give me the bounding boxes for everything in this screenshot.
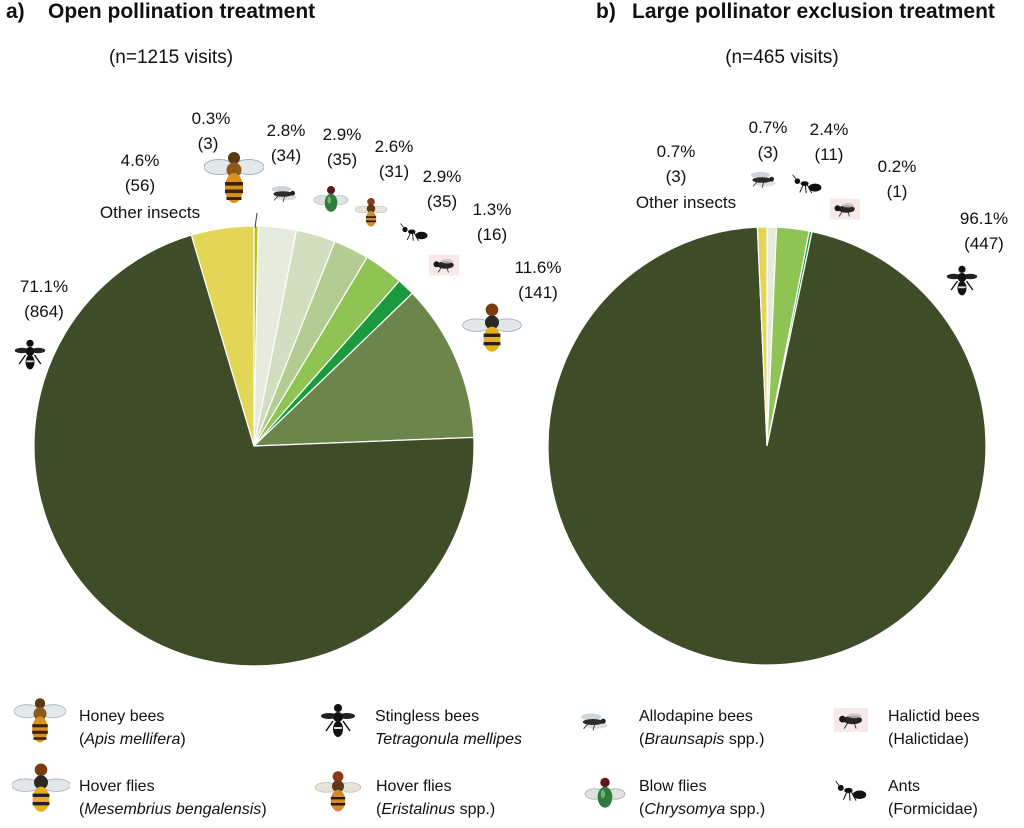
data-label-halictid-count-b: (1) (887, 182, 908, 201)
data-label-stingless-count-b: (447) (964, 234, 1004, 253)
panel-a-n-visits: (n=1215 visits) (109, 47, 233, 68)
legend-label: Stingless bees (375, 708, 479, 725)
data-label-other-insects: Other insects (100, 203, 200, 222)
allodapine-bee-icon (271, 185, 298, 203)
data-label-blow-flies-count: (35) (327, 150, 357, 169)
data-label-ants-count-b: (11) (815, 145, 844, 164)
pie-slice-hover-flies-mesembrius-bengalensis (252, 292, 475, 447)
data-label-stingless-count: (864) (24, 302, 64, 321)
legend-item-blow-flies: Blow flies (Chrysomya spp.) (584, 777, 765, 818)
data-label-allodapine-count: (34) (271, 146, 301, 165)
hover-fly-mesembrius-icon (462, 302, 522, 353)
legend-ant-icon (835, 780, 867, 802)
pie-chart-open-pollination (33, 225, 475, 667)
honey-bee-icon (204, 151, 264, 204)
panel-b-letter: b) (596, 0, 616, 23)
legend-sci-name: (Braunsapis spp.) (639, 731, 764, 748)
data-label-stingless-pct-b: 96.1% (960, 209, 1008, 228)
ant-icon-b (791, 174, 823, 194)
panel-b-title: Large pollinator exclusion treatment (632, 0, 995, 23)
data-label-halictid-pct: 1.3% (473, 200, 512, 219)
legend-label: Blow flies (639, 778, 707, 795)
legend-label: Allodapine bees (639, 708, 753, 725)
data-label-hover-e-pct: 2.6% (375, 137, 414, 156)
pie-chart-exclusion (547, 226, 987, 666)
pie-slice-stingless-bees (547, 226, 987, 666)
legend-sci-name: (Apis mellifera) (79, 731, 186, 748)
data-label-other-pct: 4.6% (121, 151, 160, 170)
data-label-ants-pct-b: 2.4% (810, 120, 849, 139)
legend-stingless-bee-icon (320, 703, 356, 738)
data-label-hover-m-pct: 11.6% (515, 258, 562, 277)
legend-label: Hover flies (79, 778, 155, 795)
legend-blow-fly-icon (584, 777, 626, 809)
data-label-hover-m-count: (141) (518, 283, 558, 302)
allodapine-bee-icon-b (750, 171, 777, 189)
panel-b-labels: 0.7% (3) Other insects 0.7% (3) 2.4% (11… (636, 118, 1008, 297)
data-label-ants-count: (35) (427, 192, 457, 211)
leader-line-honey-bees (254, 212, 258, 229)
panel-b-n-visits: (n=465 visits) (725, 47, 839, 68)
ant-icon (399, 222, 429, 242)
legend-hover-fly-mesembrius-icon (12, 762, 70, 813)
stingless-bee-icon-b (945, 264, 979, 297)
data-label-other-count-b: (3) (666, 167, 687, 186)
legend-sci-name: (Chrysomya spp.) (639, 801, 765, 818)
legend-halictid-bee-icon (833, 707, 869, 733)
legend-sci-name: Tetragonula mellipes (375, 731, 522, 748)
data-label-other-insects-b: Other insects (636, 193, 736, 212)
data-label-allodapine-pct: 2.8% (267, 121, 306, 140)
panel-a-title: Open pollination treatment (48, 0, 315, 23)
legend-item-halictid-bees: Halictid bees (Halictidae) (833, 707, 980, 748)
legend-label: Hover flies (376, 778, 452, 795)
legend-item-hover-flies-mesembrius: Hover flies (Mesembrius bengalensis) (12, 762, 267, 818)
legend-allodapine-bee-icon (580, 712, 609, 732)
stingless-bee-icon (13, 338, 47, 371)
halictid-bee-icon (428, 253, 460, 277)
data-label-allodapine-pct-b: 0.7% (749, 118, 788, 137)
panel-a-letter: a) (6, 0, 25, 23)
data-label-halictid-pct-b: 0.2% (878, 157, 917, 176)
legend-label: Ants (888, 778, 920, 795)
legend-item-honey-bees: Honey bees (Apis mellifera) (14, 697, 186, 748)
pie-slice-stingless-bees (33, 234, 475, 667)
legend-sci-name: (Formicidae) (888, 801, 978, 818)
legend-item-ants: Ants (Formicidae) (835, 778, 978, 818)
legend-sci-name: (Eristalinus spp.) (376, 801, 495, 818)
data-label-stingless-pct: 71.1% (20, 277, 68, 296)
data-label-blow-flies-pct: 2.9% (323, 125, 362, 144)
legend-honey-bee-icon (14, 697, 66, 744)
panel-a-labels: 0.3% (3) 2.8% (34) 2.9% (35) 2.6% (31) 2… (13, 109, 562, 371)
data-label-hover-e-count: (31) (379, 162, 409, 181)
halictid-bee-icon-b (829, 197, 861, 221)
data-label-other-count: (56) (125, 176, 155, 195)
data-label-honey-bees-pct: 0.3% (192, 109, 231, 128)
legend-label: Honey bees (79, 708, 164, 725)
legend-item-allodapine-bees: Allodapine bees (Braunsapis spp.) (580, 708, 764, 748)
legend-item-stingless-bees: Stingless bees Tetragonula mellipes (320, 703, 522, 748)
legend: Honey bees (Apis mellifera) Stingless be… (12, 697, 980, 818)
blow-fly-icon (313, 185, 349, 213)
hover-fly-eristalinus-icon (354, 197, 388, 227)
legend-sci-name: (Halictidae) (888, 731, 969, 748)
data-label-ants-pct: 2.9% (423, 167, 462, 186)
legend-sci-name: (Mesembrius bengalensis) (79, 801, 267, 818)
legend-hover-fly-eristalinus-icon (314, 770, 362, 813)
data-label-other-pct-b: 0.7% (657, 142, 696, 161)
data-label-allodapine-count-b: (3) (758, 143, 779, 162)
data-label-halictid-count: (16) (477, 225, 507, 244)
data-label-honey-bees-count: (3) (198, 134, 219, 153)
pie-slice-other-insects (756, 226, 768, 447)
pie-slice-other-insects (190, 225, 255, 447)
legend-label: Halictid bees (888, 708, 980, 725)
legend-item-hover-flies-eristalinus: Hover flies (Eristalinus spp.) (314, 770, 495, 818)
